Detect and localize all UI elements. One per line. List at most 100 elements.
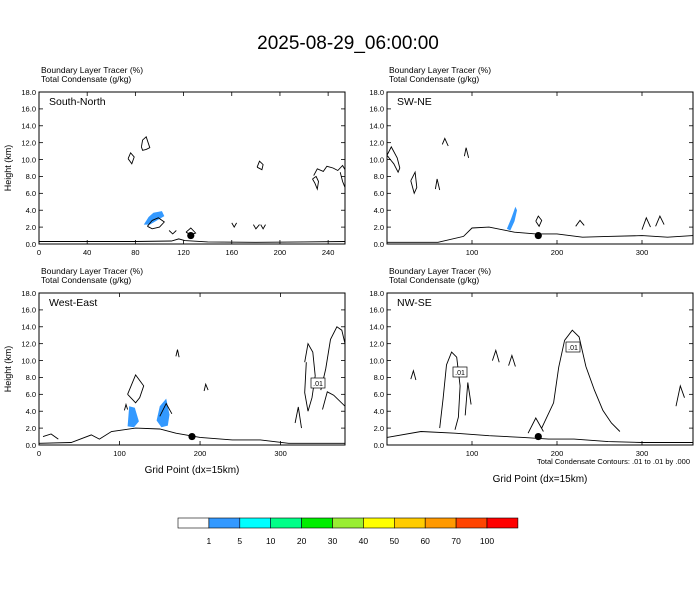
colorbar-tick-label: 60	[420, 536, 430, 546]
condensate-contour	[260, 224, 266, 230]
y-tick-label: 0.0	[26, 240, 36, 249]
x-tick-label: 300	[636, 449, 649, 458]
condensate-contour	[168, 230, 177, 235]
condensate-contour	[508, 354, 516, 367]
y-tick-label: 4.0	[374, 407, 384, 416]
condensate-contour	[434, 178, 441, 191]
y-tick-label: 2.0	[374, 424, 384, 433]
field-label: Total Condensate (g/kg)	[389, 74, 479, 84]
colorbar-tick-label: 30	[328, 536, 338, 546]
condensate-contour	[541, 329, 621, 432]
y-tick-label: 14.0	[369, 122, 384, 131]
colorbar-swatch	[424, 517, 457, 529]
colorbar-tick-label: 100	[480, 536, 494, 546]
colorbar-tick-label: 50	[390, 536, 400, 546]
contour-label-box	[310, 377, 326, 389]
y-tick-label: 8.0	[26, 373, 36, 382]
y-tick-label: 16.0	[369, 306, 384, 315]
colorbar-tick-label: 70	[451, 536, 461, 546]
location-marker	[188, 432, 196, 441]
condensate-contour	[463, 147, 470, 159]
plot-frame	[38, 91, 346, 245]
y-tick-label: 12.0	[21, 138, 36, 147]
plot-area	[39, 326, 345, 444]
colorbar-swatch	[332, 517, 364, 529]
condensate-contour	[491, 348, 500, 363]
y-axis-label: Height (km)	[3, 346, 13, 393]
y-tick-label: 10.0	[369, 356, 384, 365]
condensate-contour	[313, 164, 345, 176]
tracer-region	[127, 406, 139, 428]
y-tick-label: 6.0	[26, 390, 36, 399]
y-tick-label: 10.0	[21, 155, 36, 164]
condensate-contour	[410, 170, 418, 195]
y-tick-label: 16.0	[21, 306, 36, 315]
condensate-contour	[527, 417, 544, 434]
y-tick-label: 16.0	[21, 105, 36, 114]
contour-label-text: .01	[455, 370, 465, 377]
y-tick-label: 18.0	[21, 88, 36, 97]
condensate-contour	[464, 382, 472, 416]
field-label: Boundary Layer Tracer (%)	[389, 65, 491, 75]
panels: Boundary Layer Tracer (%)Total Condensat…	[3, 65, 694, 485]
tracer-region	[506, 206, 517, 231]
colorbar-swatch	[301, 517, 333, 529]
colorbar-swatch	[208, 517, 241, 529]
y-tick-label: 12.0	[369, 339, 384, 348]
panel-label: SW-NE	[397, 96, 432, 108]
y-tick-label: 6.0	[26, 189, 36, 198]
plot-frame	[38, 292, 346, 446]
colorbar-swatch	[177, 517, 210, 529]
x-tick-label: 200	[194, 449, 207, 458]
contour-value-label: .01	[310, 377, 326, 389]
condensate-contour	[322, 391, 345, 410]
condensate-contour	[575, 219, 585, 227]
y-tick-label: 14.0	[21, 323, 36, 332]
plot-area	[387, 137, 693, 243]
y-tick-label: 8.0	[374, 373, 384, 382]
colorbar-swatch	[270, 517, 302, 529]
condensate-contour	[655, 215, 665, 227]
condensate-contour	[231, 222, 237, 229]
plot-area	[387, 329, 693, 443]
colorbar-swatch	[393, 517, 426, 529]
colorbar-swatch	[239, 517, 272, 529]
y-tick-label: 8.0	[374, 172, 384, 181]
condensate-contour	[320, 326, 345, 391]
colorbar-tick-label: 40	[359, 536, 369, 546]
x-tick-label: 160	[225, 248, 238, 257]
y-tick-label: 4.0	[374, 206, 384, 215]
field-label: Total Condensate (g/kg)	[41, 275, 131, 285]
colorbar-tick-label: 1	[207, 536, 212, 546]
y-tick-label: 16.0	[369, 105, 384, 114]
condensate-contour	[439, 351, 461, 430]
colorbar-tick-label: 10	[266, 536, 276, 546]
y-tick-label: 14.0	[369, 323, 384, 332]
y-tick-label: 14.0	[21, 122, 36, 131]
condensate-contour	[387, 145, 401, 174]
x-tick-label: 200	[551, 449, 564, 458]
field-label: Boundary Layer Tracer (%)	[41, 266, 143, 276]
y-tick-label: 2.0	[26, 223, 36, 232]
panel-sw-ne: Boundary Layer Tracer (%)Total Condensat…	[369, 65, 694, 257]
contour-label-text: .01	[568, 345, 578, 352]
y-tick-label: 6.0	[374, 189, 384, 198]
x-tick-label: 300	[274, 449, 287, 458]
condensate-contour	[339, 172, 345, 188]
panel-west-east: Boundary Layer Tracer (%)Total Condensat…	[3, 266, 346, 476]
x-tick-label: 40	[83, 248, 91, 257]
x-tick-label: 200	[274, 248, 287, 257]
colorbar: 1 5 10 20 30 40 50 60 70 100	[177, 517, 519, 546]
x-tick-label: 200	[551, 248, 564, 257]
condensate-contour	[441, 137, 449, 147]
x-tick-label: 100	[466, 248, 479, 257]
y-tick-label: 12.0	[21, 339, 36, 348]
colorbar-swatch	[486, 517, 519, 529]
y-tick-label: 0.0	[26, 441, 36, 450]
y-tick-label: 18.0	[21, 289, 36, 298]
x-tick-label: 300	[636, 248, 649, 257]
condensate-contour	[675, 384, 685, 407]
panel-label: South-North	[49, 96, 106, 108]
